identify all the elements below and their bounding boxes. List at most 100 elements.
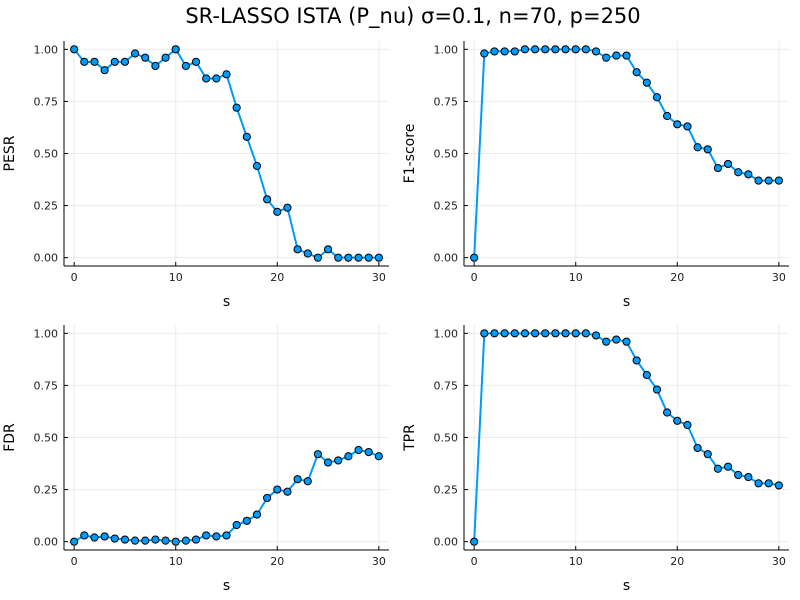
data-point [252,161,262,171]
data-point [713,163,723,173]
x-tick-label: 0 [71,555,78,568]
subplot-pesr: 0 10 20 30 0.00 0.25 0.50 0.75 1.00 s PESR [2,41,389,310]
data-point [141,53,150,62]
data-point [161,53,170,62]
data-point [323,245,333,254]
subplot-fdr: 0 10 20 30 0.00 0.25 0.50 0.75 1.00 s FDR [2,325,389,594]
data-point [571,329,580,338]
data-point [622,337,631,346]
data-point [191,535,201,544]
x-axis-label: s [223,294,230,310]
y-tick-label: 0.25 [34,200,59,213]
data-point [141,536,150,545]
data-point [754,176,763,185]
subplot-tpr: 0 10 20 30 0.00 0.25 0.50 0.75 1.00 s TPR [402,325,789,594]
data-point [273,485,282,494]
y-tick-label: 1.00 [34,327,59,340]
data-point [334,456,343,465]
y-tick-label: 0.00 [434,536,459,549]
data-point [110,534,119,543]
data-point [663,111,672,121]
y-tick-label: 0.75 [434,379,459,392]
data-point [70,45,79,54]
data-point [673,416,682,425]
data-point [313,450,323,459]
data-point [551,329,560,338]
x-tick-label: 10 [169,555,183,568]
data-point [541,329,550,338]
data-point [344,452,353,461]
data-point [130,536,140,545]
x-tick-label: 0 [471,555,478,568]
data-point [323,458,333,467]
data-point [344,253,353,262]
data-point [252,510,262,519]
data-point [764,176,773,185]
data-point [744,472,753,482]
x-tick-label: 20 [270,271,284,284]
data-point [612,51,621,60]
x-axis-label: s [223,578,230,594]
data-point [181,536,190,545]
data-point [500,47,509,56]
data-point [764,479,773,488]
data-point [212,532,221,541]
data-point [334,253,343,262]
data-point [130,49,140,58]
y-axis-label: TPR [402,424,418,452]
data-point [683,420,692,430]
x-tick-label: 20 [270,555,284,568]
data-point [100,532,109,541]
data-point [222,531,231,540]
data-point [632,68,641,77]
data-point [602,53,611,62]
data-point [480,49,489,58]
data-point [774,481,783,490]
data-point [232,103,241,112]
data-point [571,45,580,54]
x-tick-label: 0 [71,271,78,284]
data-point [652,93,662,102]
data-point [242,132,251,141]
data-point [354,253,363,262]
data-point [744,170,753,179]
data-point [703,450,712,459]
data-point [642,78,651,87]
y-tick-label: 0.00 [34,536,59,549]
data-point [364,253,373,262]
data-point [663,408,672,417]
y-tick-label: 0.50 [34,148,59,161]
data-point [151,535,160,544]
data-point [470,537,479,546]
data-point [313,253,323,262]
x-tick-label: 10 [569,271,583,284]
data-point [222,70,231,79]
data-point [364,447,373,457]
data-point [273,207,282,216]
data-point [283,487,292,496]
x-tick-label: 30 [372,271,386,284]
data-point [303,249,312,258]
data-point [520,45,530,54]
y-tick-label: 1.00 [434,43,459,56]
data-point [232,520,241,530]
data-point [693,143,702,152]
y-tick-label: 0.25 [434,484,459,497]
data-point [303,477,312,486]
data-point [723,462,733,471]
data-point [581,329,590,338]
data-point [171,45,180,54]
data-point [561,329,570,338]
x-tick-label: 20 [670,555,684,568]
y-tick-label: 0.50 [434,148,459,161]
data-point [161,536,170,545]
data-point [90,57,99,66]
data-point [581,45,590,54]
data-point [480,329,489,338]
data-point [242,516,251,525]
data-point [80,531,89,540]
y-tick-label: 1.00 [434,327,459,340]
data-point [212,74,221,83]
data-point [293,245,302,254]
data-point [551,45,560,54]
